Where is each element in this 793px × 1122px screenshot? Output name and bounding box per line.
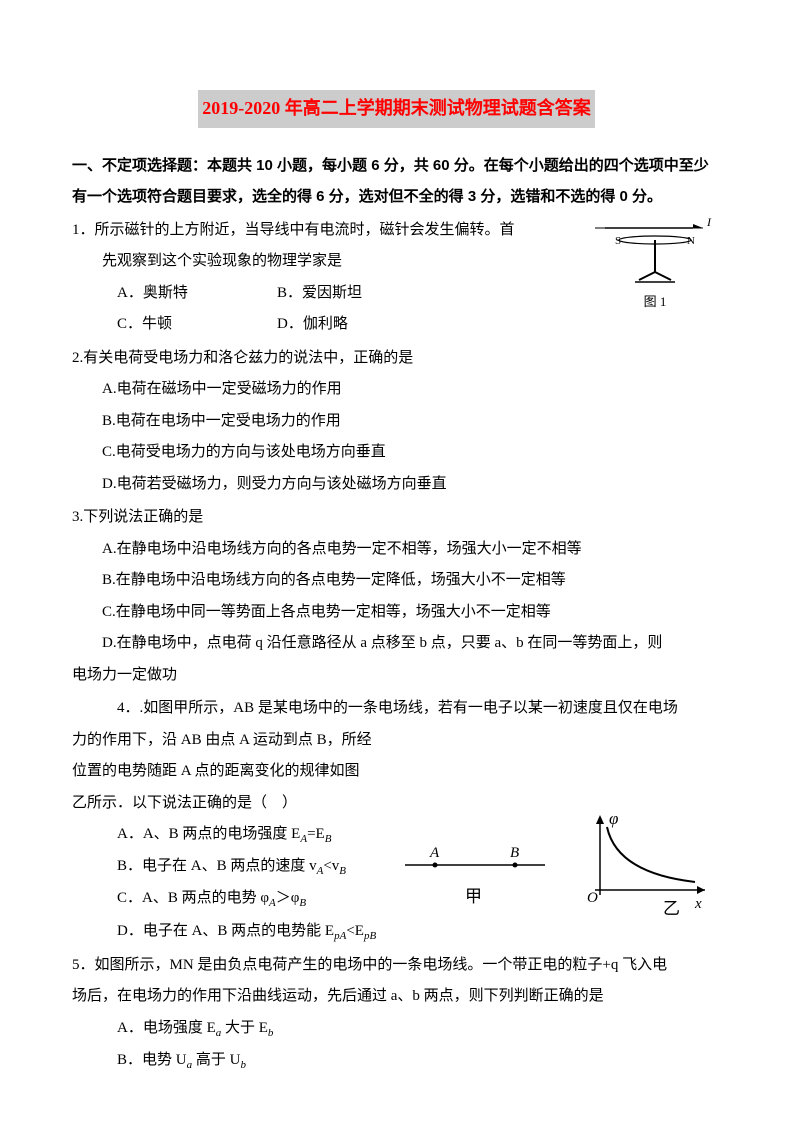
q2-opt-a: A.电荷在磁场中一定受磁场力的作用 — [72, 374, 721, 406]
figure-1-label: 图 1 — [595, 288, 715, 315]
q4-stem3: 位置的电势随距 A 点的距离变化的规律如图 — [72, 756, 721, 788]
q5-opt-b: B．电势 Ua 高于 Ub — [72, 1045, 721, 1077]
q5-stem1: 5．如图所示，MN 是由负点电荷产生的电场中的一条电场线。一个带正电的粒子+q … — [72, 950, 721, 982]
q5-opt-a: A．电场强度 Ea 大于 Eb — [72, 1013, 721, 1045]
q3-stem: 3.下列说法正确的是 — [72, 502, 721, 534]
q4a-t2: =E — [307, 826, 325, 842]
q3-opt-d1: D.在静电场中，点电荷 q 沿任意路径从 a 点移至 b 点，只要 a、b 在同… — [72, 628, 721, 660]
q5b-t2: 高于 U — [192, 1052, 240, 1068]
page-title: 2019-2020 年高二上学期期末测试物理试题含答案 — [198, 90, 595, 128]
q2-opt-b: B.电荷在电场中一定受电场力的作用 — [72, 406, 721, 438]
field-line-and-graph: A B 甲 O x φ 乙 — [395, 810, 715, 930]
q4c-sub2: B — [299, 897, 306, 909]
title-wrap: 2019-2020 年高二上学期期末测试物理试题含答案 — [72, 90, 721, 142]
jia-label: 甲 — [465, 887, 482, 906]
section-instructions: 一、不定项选择题：本题共 10 小题，每小题 6 分，共 60 分。在每个小题给… — [72, 150, 721, 213]
q4c-sub1: A — [269, 897, 276, 909]
q4b-t2: <v — [323, 858, 339, 874]
compass-diagram: I S N — [595, 218, 715, 288]
q5b-sub2: b — [240, 1059, 246, 1071]
q5-stem2: 场后，在电场力的作用下沿曲线运动，先后通过 a、b 两点，则下列判断正确的是 — [72, 981, 721, 1013]
q1-opt-a: A．奥斯特 — [117, 278, 277, 310]
q1-opt-b: B．爱因斯坦 — [277, 278, 362, 310]
q1-opt-d: D．伽利略 — [277, 309, 348, 341]
q4d-sub1: pA — [334, 930, 346, 942]
q4d-sub2: pB — [364, 930, 376, 942]
q5a-t2: 大于 E — [221, 1020, 268, 1036]
q4b-t1: B．电子在 A、B 两点的速度 v — [117, 858, 317, 874]
q4b-sub2: B — [339, 865, 346, 877]
q5b-t1: B．电势 U — [117, 1052, 187, 1068]
q2-opt-d: D.电荷若受磁场力，则受力方向与该处磁场方向垂直 — [72, 469, 721, 501]
question-2: 2.有关电荷受电场力和洛仑兹力的说法中，正确的是 A.电荷在磁场中一定受磁场力的… — [72, 343, 721, 501]
q3-opt-d2: 电场力一定做功 — [72, 660, 721, 692]
figure-4: A B 甲 O x φ 乙 — [395, 810, 705, 930]
q3-opt-b: B.在静电场中沿电场线方向的各点电势一定降低，场强大小不一定相等 — [72, 565, 721, 597]
q3-opt-c: C.在静电场中同一等势面上各点电势一定相等，场强大小不一定相等 — [72, 597, 721, 629]
q4d-t2: <E — [346, 923, 364, 939]
point-b-label: B — [510, 845, 519, 861]
q4a-sub2: B — [325, 833, 332, 845]
figure-1: I S N 图 1 — [595, 218, 715, 315]
point-a-label: A — [429, 845, 440, 861]
current-label-i: I — [706, 218, 712, 229]
question-3: 3.下列说法正确的是 A.在静电场中沿电场线方向的各点电势一定不相等，场强大小一… — [72, 502, 721, 691]
q5a-t1: A．电场强度 E — [117, 1020, 216, 1036]
q2-opt-c: C.电荷受电场力的方向与该处电场方向垂直 — [72, 437, 721, 469]
north-label: N — [687, 235, 695, 247]
q4-stem1: 4．.如图甲所示，AB 是某电场中的一条电场线，若有一电子以某一初速度且仅在电场 — [72, 693, 721, 725]
q4a-t1: A．A、B 两点的电场强度 E — [117, 826, 300, 842]
question-5: 5．如图所示，MN 是由负点电荷产生的电场中的一条电场线。一个带正电的粒子+q … — [72, 950, 721, 1077]
south-label: S — [615, 235, 621, 247]
yi-label: 乙 — [663, 899, 680, 918]
origin-label: O — [587, 890, 598, 906]
q1-opt-c: C．牛顿 — [117, 309, 277, 341]
q4-stem2: 力的作用下，沿 AB 由点 A 运动到点 B，所经 — [72, 725, 721, 757]
q4c-t2: ＞φ — [276, 890, 300, 906]
phi-label: φ — [609, 810, 618, 828]
x-axis-label: x — [694, 896, 702, 912]
q5a-sub2: b — [268, 1027, 274, 1039]
q2-stem: 2.有关电荷受电场力和洛仑兹力的说法中，正确的是 — [72, 343, 721, 375]
q4d-t1: D．电子在 A、B 两点的电势能 E — [117, 923, 334, 939]
q4c-t1: C．A、B 两点的电势 φ — [117, 890, 269, 906]
q3-opt-a: A.在静电场中沿电场线方向的各点电势一定不相等，场强大小一定不相等 — [72, 534, 721, 566]
